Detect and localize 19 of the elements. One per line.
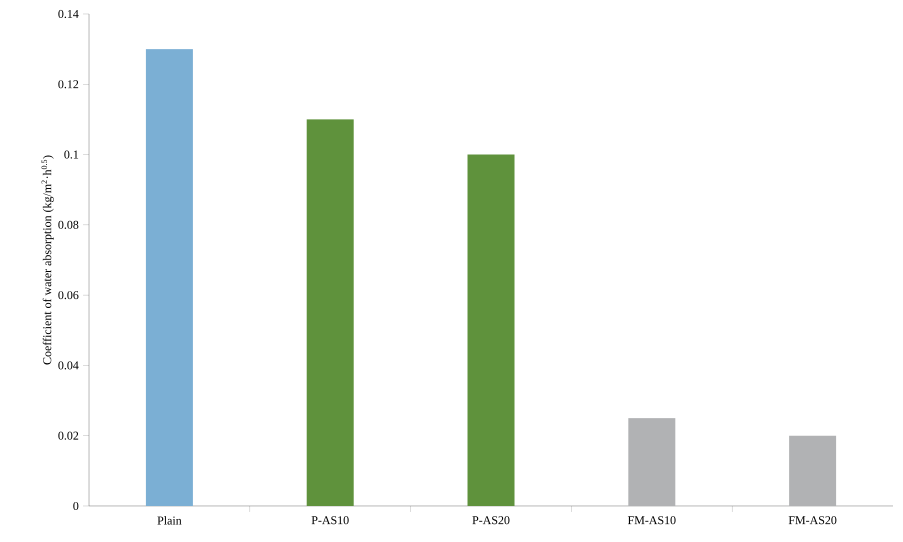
x-tick-label: FM-AS20: [788, 516, 836, 524]
x-tick-label: FM-AS10: [628, 516, 676, 524]
x-tick-label: Plain: [157, 516, 182, 525]
bar: [628, 418, 676, 506]
y-tick-label: 0: [73, 502, 78, 510]
bar: [306, 119, 354, 506]
y-tick-label: 0.14: [58, 10, 79, 18]
y-axis-title: Coefficient of water absorption (kg/m$^{2}$·h$^{0.5}$): [42, 156, 54, 364]
y-tick-label: 0.02: [58, 432, 78, 440]
bar: [789, 436, 836, 506]
y-tick-label: 0.1: [64, 150, 78, 159]
y-tick-label: 0.06: [58, 291, 78, 300]
x-tick-label: P-AS20: [472, 516, 510, 524]
x-tick-label: P-AS10: [312, 516, 349, 524]
bar: [468, 154, 515, 506]
bar: [146, 49, 193, 506]
y-tick-label: 0.08: [58, 220, 78, 229]
y-tick-label: 0.04: [58, 361, 79, 370]
y-tick-label: 0.12: [58, 80, 78, 88]
